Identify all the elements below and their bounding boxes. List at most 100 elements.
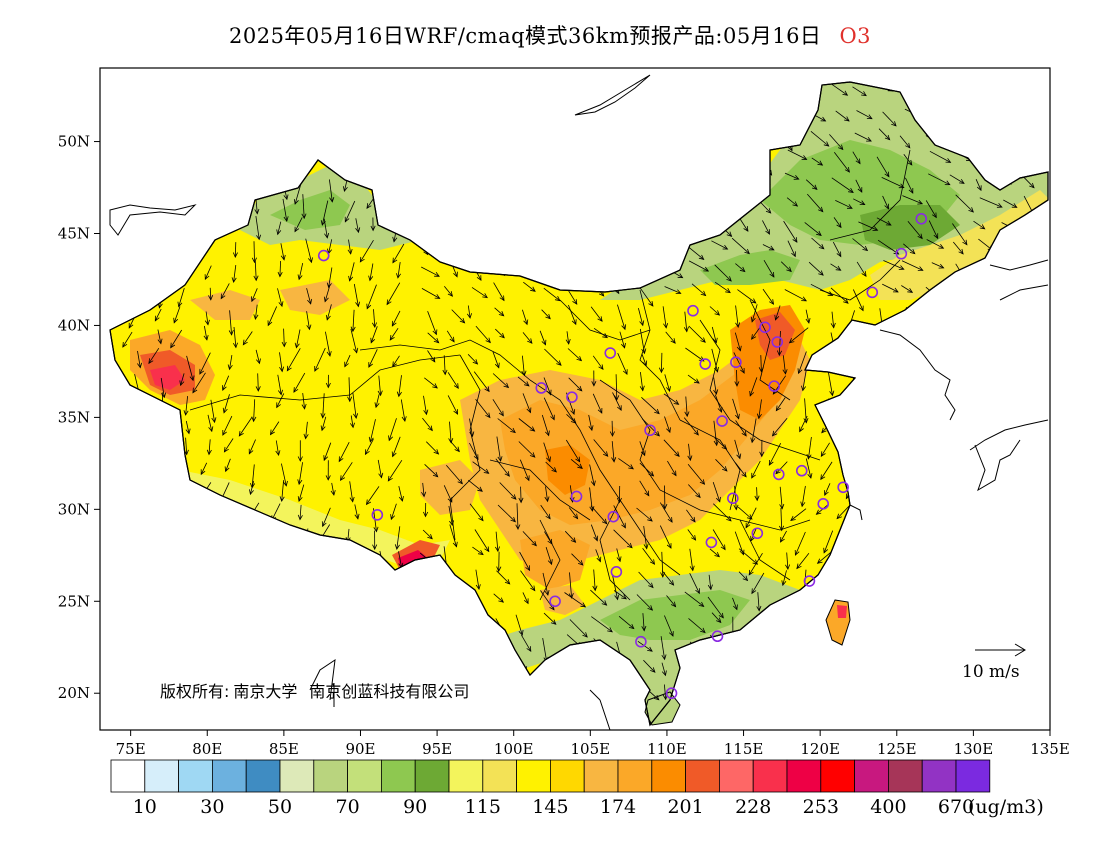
wind-arrowhead	[751, 334, 757, 340]
wind-vector	[386, 282, 401, 305]
colorbar-label: 201	[667, 796, 703, 818]
wind-arrowhead	[401, 416, 407, 423]
wind-vector	[499, 482, 517, 500]
wind-vector	[661, 551, 664, 577]
colorbar-cell	[211, 759, 247, 793]
wind-vector	[832, 241, 842, 257]
wind-vector	[338, 442, 350, 462]
wind-vector	[423, 395, 427, 415]
wind-arrowhead	[547, 538, 553, 545]
wind-vector	[192, 372, 206, 393]
wind-arrowhead	[844, 116, 850, 122]
wind-vector	[750, 527, 757, 542]
wind-vector	[270, 421, 280, 435]
wind-vector	[233, 326, 237, 348]
wind-vector	[373, 309, 376, 328]
wind-vector	[542, 638, 548, 662]
wind-arrowhead	[765, 229, 770, 235]
wind-vector	[619, 331, 625, 349]
colorbar-label: 145	[532, 796, 568, 818]
wind-arrowhead	[735, 413, 740, 420]
wind-arrowhead	[938, 263, 945, 269]
wind-arrowhead	[781, 580, 787, 587]
station-marker	[915, 212, 928, 225]
wind-vector	[305, 238, 312, 263]
wind-vector	[378, 375, 381, 396]
wind-arrowhead	[818, 270, 824, 276]
wind-arrowhead	[477, 486, 483, 492]
wind-arrowhead	[329, 196, 335, 203]
wind-arrowhead	[469, 431, 475, 438]
wind-arrowhead	[565, 338, 571, 345]
wind-arrowhead	[459, 317, 466, 324]
wind-vector	[858, 221, 878, 231]
wind-vector	[543, 377, 552, 395]
wind-arrowhead	[699, 479, 706, 485]
wind-arrowhead	[389, 334, 395, 341]
wind-arrowhead	[661, 670, 667, 677]
wind-vector	[279, 260, 281, 277]
wind-vector	[472, 461, 489, 474]
wind-arrowhead	[811, 184, 818, 191]
wind-vector	[522, 393, 531, 413]
wind-vector	[233, 265, 237, 283]
wind-arrowhead	[320, 413, 326, 419]
wind-arrowhead	[741, 471, 747, 478]
wind-arrowhead	[693, 429, 699, 436]
wind-arrowhead	[392, 257, 398, 264]
wind-vector	[566, 331, 570, 344]
wind-arrowhead	[510, 427, 516, 434]
wind-vector	[286, 348, 301, 371]
wind-vector	[595, 549, 601, 562]
wind-vector	[422, 482, 425, 497]
wind-arrowhead	[667, 517, 673, 523]
china-outline	[109, 81, 1049, 727]
wind-arrowhead	[277, 271, 283, 278]
wind-vector	[780, 261, 792, 272]
wind-vector	[222, 375, 230, 391]
wind-vector	[493, 282, 505, 301]
wind-arrowhead	[892, 287, 899, 293]
wind-arrowhead	[370, 225, 376, 232]
wind-vector	[154, 308, 162, 321]
wind-vector	[762, 288, 774, 305]
wind-arrowhead	[503, 382, 510, 389]
wind-arrowhead	[392, 361, 398, 368]
wind-vector	[497, 504, 516, 522]
wind-arrowhead	[478, 515, 484, 522]
wind-vector	[734, 439, 741, 459]
wind-arrowhead	[650, 667, 656, 673]
neighbour-coastlines	[109, 74, 1049, 730]
wind-arrowhead	[751, 588, 757, 595]
wind-arrowhead	[227, 364, 233, 371]
wind-arrowhead	[621, 324, 627, 331]
wind-vector	[421, 288, 440, 299]
wind-vector	[449, 524, 457, 547]
wind-vector	[566, 287, 578, 305]
wind-vector	[277, 288, 283, 307]
wind-arrowhead	[476, 275, 482, 282]
wind-arrowhead	[791, 251, 796, 258]
wind-arrowhead	[277, 389, 283, 396]
wind-arrowhead	[750, 298, 757, 304]
wind-arrowhead	[208, 426, 214, 433]
colorbar-label: 10	[133, 796, 157, 818]
wind-vector	[639, 328, 645, 354]
wind-vector	[427, 332, 439, 343]
wind-vector	[952, 223, 968, 245]
wind-arrowhead	[611, 457, 617, 463]
wind-vector	[732, 597, 738, 610]
wind-vector	[541, 414, 550, 436]
wind-vector	[424, 464, 438, 477]
wind-arrowhead	[430, 356, 436, 363]
wind-arrowhead	[815, 509, 822, 515]
wind-arrowhead	[958, 248, 964, 255]
wind-vector	[352, 309, 355, 332]
wind-vector	[238, 416, 253, 437]
wind-vector	[253, 241, 255, 263]
wind-arrowhead	[801, 385, 807, 392]
station-marker	[570, 490, 583, 503]
station-marker	[803, 575, 816, 587]
wind-arrowhead	[752, 559, 759, 565]
wind-arrowhead	[248, 448, 254, 455]
